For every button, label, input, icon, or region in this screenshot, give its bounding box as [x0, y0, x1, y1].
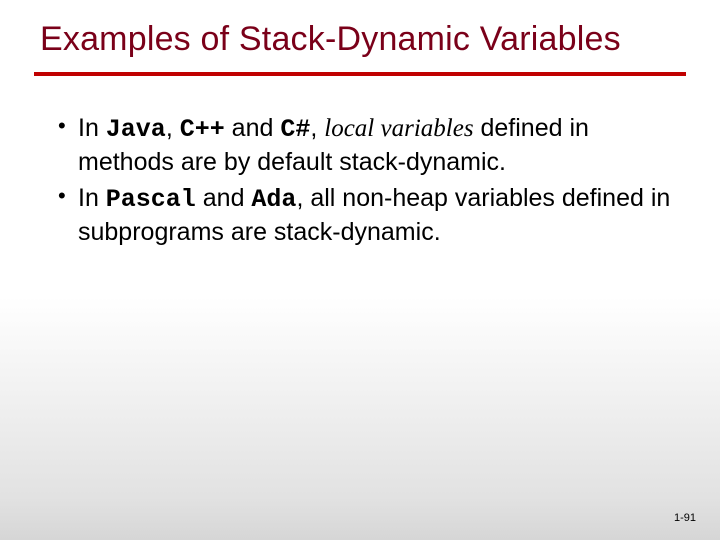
italic-term: local variables [324, 115, 473, 142]
slide-title: Examples of Stack-Dynamic Variables [40, 20, 680, 59]
text-run: and [225, 114, 281, 142]
text-run: , [166, 114, 180, 142]
bullet-item: In Java, C++ and C#, local variables def… [58, 112, 672, 178]
lang-csharp: C# [280, 115, 310, 144]
lang-pascal: Pascal [106, 185, 196, 214]
slide-body: In Java, C++ and C#, local variables def… [58, 112, 672, 252]
bullet-item: In Pascal and Ada, all non-heap variable… [58, 182, 672, 248]
page-number: 1-91 [674, 512, 696, 524]
text-run: and [196, 184, 252, 212]
lang-ada: Ada [251, 185, 296, 214]
text-run: In [78, 114, 106, 142]
slide-container: Examples of Stack-Dynamic Variables In J… [0, 0, 720, 540]
lang-cpp: C++ [180, 115, 225, 144]
lang-java: Java [106, 115, 166, 144]
text-run: , [310, 114, 324, 142]
text-run: In [78, 184, 106, 212]
title-divider [34, 72, 686, 76]
